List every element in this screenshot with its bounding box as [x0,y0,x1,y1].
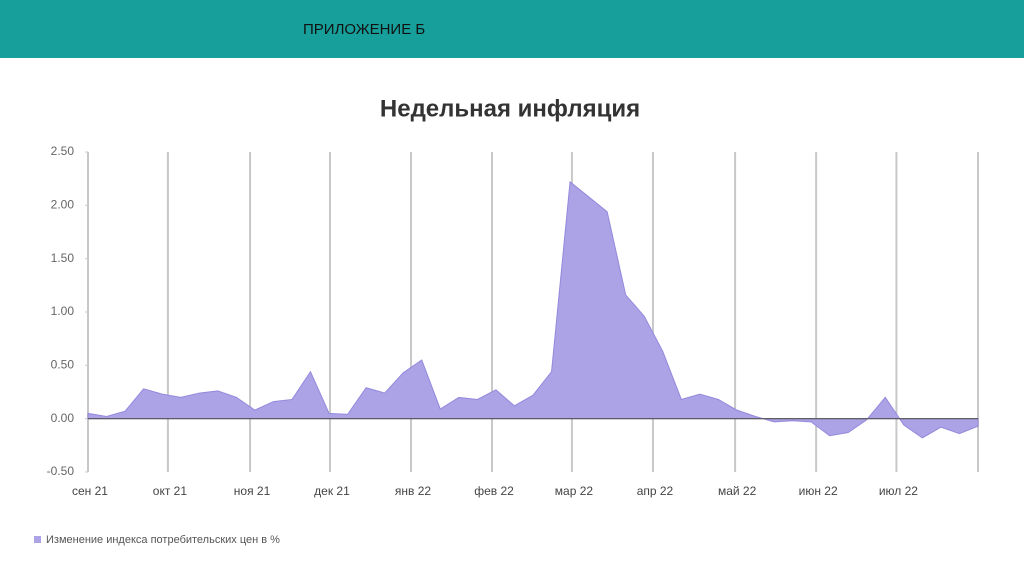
y-tick-label: 2.50 [51,144,75,158]
legend-swatch [34,536,41,543]
header-bar [0,0,1024,58]
x-tick-label: янв 22 [395,484,432,498]
legend-label: Изменение индекса потребительских цен в … [46,534,280,546]
y-tick-label: 1.50 [51,251,75,265]
area [87,180,979,439]
y-tick-label: 2.00 [51,198,75,212]
x-tick-label: мар 22 [555,484,594,498]
x-tick-label: июл 22 [879,484,918,498]
chart-title: Недельная инфляция [380,95,640,122]
x-tick-label: сен 21 [72,484,108,498]
y-tick-label: -0.50 [47,464,75,478]
y-tick-label: 0.00 [51,411,75,425]
x-tick-label: июн 22 [799,484,838,498]
x-tick-label: окт 21 [153,484,188,498]
x-tick-label: ноя 21 [234,484,271,498]
x-tick-label: апр 22 [637,484,674,498]
x-tick-label: дек 21 [314,484,350,498]
header-title: ПРИЛОЖЕНИЕ Б [303,21,425,38]
y-tick-label: 1.00 [51,304,75,318]
x-tick-label: май 22 [718,484,757,498]
y-tick-label: 0.50 [51,358,75,372]
x-tick-label: фев 22 [474,484,514,498]
